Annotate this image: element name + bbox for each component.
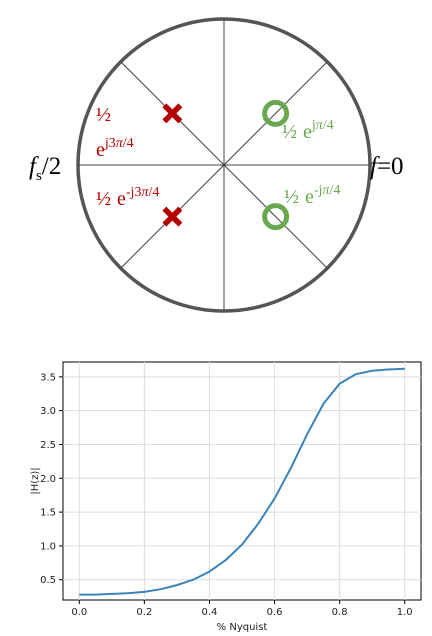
pole-zero-markers [162, 99, 290, 231]
y-tick-label: 1.5 [40, 508, 56, 519]
zero-lower-expr: ½ e-jπ/4 [284, 183, 340, 208]
pole-zero-diagram: fs/2 f=0 ½ ej3π/4 ½ e-j3π/4 ½ ejπ/4 ½ e-jπ/… [29, 17, 404, 313]
y-tick-labels: 0.5 1.0 1.5 2.0 2.5 3.0 3.5 [40, 372, 63, 586]
x-tick-label: 0.6 [267, 607, 283, 618]
zero-marker-2 [262, 203, 290, 231]
pole-lower-expr: ½ e-j3π/4 [96, 185, 159, 210]
pole-lower-label: ½ e-j3π/4 [96, 185, 159, 210]
zero-upper-label: ½ ejπ/4 [282, 118, 334, 143]
x-tick-label: 0.0 [71, 607, 87, 618]
y-axis-label: |H(z)| [30, 467, 41, 494]
x-axis-label: % Nyquist [217, 622, 268, 633]
pole-upper-half: ½ [96, 104, 111, 126]
zero-lower-label: ½ e-jπ/4 [284, 183, 340, 208]
zero-marker-1 [262, 99, 290, 127]
diagonal-axis-2 [120, 61, 328, 269]
pole-upper-expr: ej3π/4 [96, 136, 134, 161]
y-tick-label: 1.0 [40, 541, 56, 552]
pole-marker-2 [162, 206, 183, 227]
y-tick-label: 3.5 [40, 372, 56, 383]
y-tick-label: 3.0 [40, 406, 56, 417]
y-tick-label: 0.5 [40, 575, 56, 586]
unit-circle-group [76, 17, 372, 313]
x-tick-label: 0.2 [136, 607, 152, 618]
y-tick-label: 2.5 [40, 440, 56, 451]
y-tick-label: 2.0 [40, 474, 56, 485]
x-tick-label: 0.8 [332, 607, 348, 618]
pole-upper-label: ½ ej3π/4 [96, 104, 134, 161]
plot-frame [62, 361, 422, 601]
magnitude-curve [79, 367, 405, 596]
x-tick-labels: 0.0 0.2 0.4 0.6 0.8 1.0 [71, 600, 413, 618]
zero-upper-expr: ½ ejπ/4 [282, 118, 334, 143]
x-tick-label: 1.0 [397, 607, 413, 618]
pole-marker-1 [162, 103, 183, 124]
fs-half-label: fs/2 [29, 153, 61, 184]
f-zero-label: f=0 [370, 153, 404, 180]
magnitude-response-chart: 0.0 0.2 0.4 0.6 0.8 1.0 0.5 1.0 1.5 2.0 2.5 3.0 3.5… [30, 361, 422, 633]
x-tick-label: 0.4 [202, 607, 218, 618]
chart-grid [63, 362, 421, 600]
